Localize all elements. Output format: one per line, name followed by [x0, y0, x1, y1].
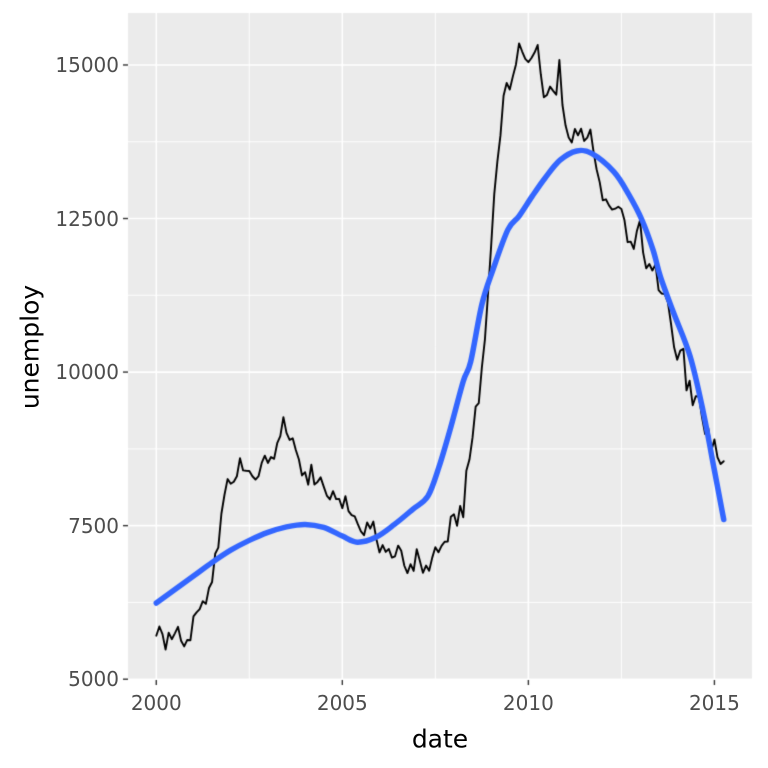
- x-tick-label: 2005: [316, 691, 368, 715]
- y-tick-label: 15000: [55, 52, 119, 77]
- y-tick-label: 12500: [55, 206, 119, 231]
- x-tick-label: 2000: [130, 691, 182, 715]
- x-axis-title: date: [411, 724, 469, 754]
- x-tick-label: 2015: [688, 691, 740, 715]
- y-tick-label: 5000: [68, 667, 119, 692]
- x-tick-label: 2010: [502, 691, 554, 715]
- y-tick-label: 10000: [55, 360, 119, 385]
- y-axis-title: unemploy: [15, 284, 45, 410]
- y-tick-label: 7500: [68, 513, 119, 538]
